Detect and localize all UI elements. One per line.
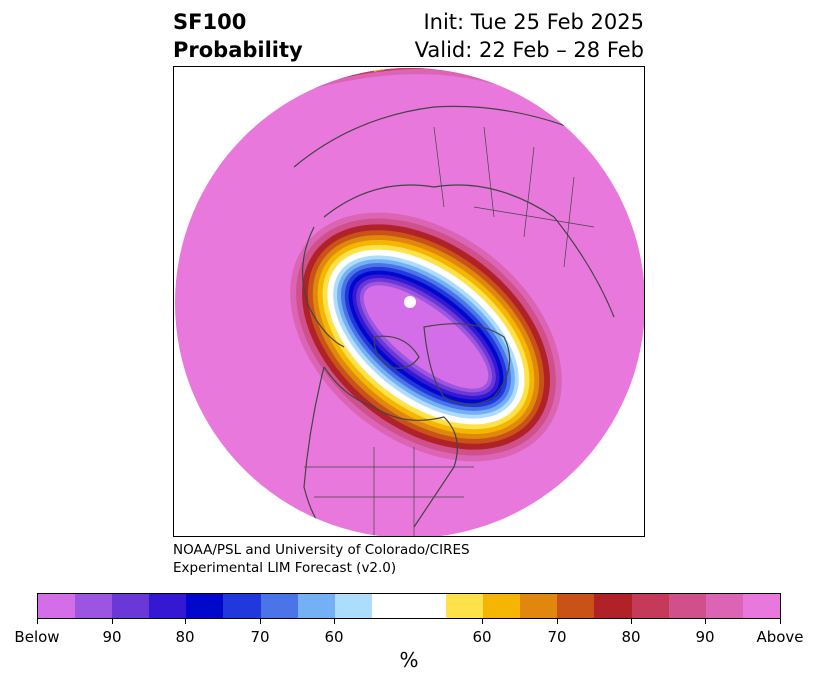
colorbar-segment	[557, 594, 595, 618]
alaska-coast	[302, 226, 345, 348]
eurasia-borders	[433, 126, 595, 268]
map-panel	[173, 66, 645, 537]
colorbar-tick-mark	[185, 619, 186, 624]
colorbar-tick-label: 70	[250, 628, 270, 646]
init-date: Init: Tue 25 Feb 2025	[423, 10, 644, 34]
colorbar-tick-label: 60	[472, 628, 492, 646]
forecast-dates: Init: Tue 25 Feb 2025 Valid: 22 Feb – 28…	[415, 8, 644, 64]
colorbar-label: %	[399, 648, 419, 672]
us-borders	[304, 447, 474, 536]
colorbar-tick-label: Below	[14, 628, 60, 646]
colorbar-tick-mark	[37, 619, 38, 624]
colorbar-segment	[446, 594, 484, 618]
chart-title: SF100 Probability	[173, 8, 303, 64]
credit-line2: Experimental LIM Forecast (v2.0)	[173, 560, 397, 576]
colorbar-tick-mark	[112, 619, 113, 624]
colorbar-tick-label: 60	[324, 628, 344, 646]
colorbar-tick-label: 90	[695, 628, 715, 646]
colorbar-tick-mark	[334, 619, 335, 624]
colorbar-segment	[149, 594, 187, 618]
colorbar-segment	[705, 594, 743, 618]
colorbar-segment	[668, 594, 706, 618]
colorbar-tick-mark	[780, 619, 781, 624]
valid-range: Valid: 22 Feb – 28 Feb	[414, 38, 644, 62]
colorbar-segment	[594, 594, 632, 618]
colorbar-tick-mark	[557, 619, 558, 624]
colorbar-tick-mark	[705, 619, 706, 624]
polar-map	[175, 68, 644, 536]
colorbar-tick-label: Above	[756, 628, 804, 646]
colorbar-segment	[371, 594, 447, 618]
colorbar-segment	[297, 594, 335, 618]
colorbar	[37, 593, 781, 619]
colorbar-segment	[112, 594, 150, 618]
colorbar-tick-mark	[260, 619, 261, 624]
colorbar-tick-mark	[631, 619, 632, 624]
title-subtitle: Probability	[173, 38, 303, 62]
colorbar-segment	[75, 594, 113, 618]
credit-text: NOAA/PSL and University of Colorado/CIRE…	[173, 541, 470, 577]
colorbar-tick-label: 70	[547, 628, 567, 646]
colorbar-segment	[186, 594, 224, 618]
colorbar-tick-mark	[482, 619, 483, 624]
polar-cap	[363, 285, 489, 389]
colorbar-tick-label: 90	[102, 628, 122, 646]
colorbar-segment	[38, 594, 76, 618]
colorbar-segment	[223, 594, 261, 618]
colorbar-segment	[334, 594, 372, 618]
greenland-coast	[423, 323, 511, 406]
title-variable: SF100	[173, 10, 247, 34]
colorbar-segment	[742, 594, 780, 618]
colorbar-segment	[260, 594, 298, 618]
credit-line1: NOAA/PSL and University of Colorado/CIRE…	[173, 542, 470, 558]
pole-marker	[404, 296, 416, 308]
colorbar-tick-label: 80	[175, 628, 195, 646]
colorbar-segment	[631, 594, 669, 618]
colorbar-segment	[483, 594, 521, 618]
colorbar-tick-label: 80	[621, 628, 641, 646]
colorbar-segment	[520, 594, 558, 618]
archipelago-coast	[373, 335, 420, 369]
